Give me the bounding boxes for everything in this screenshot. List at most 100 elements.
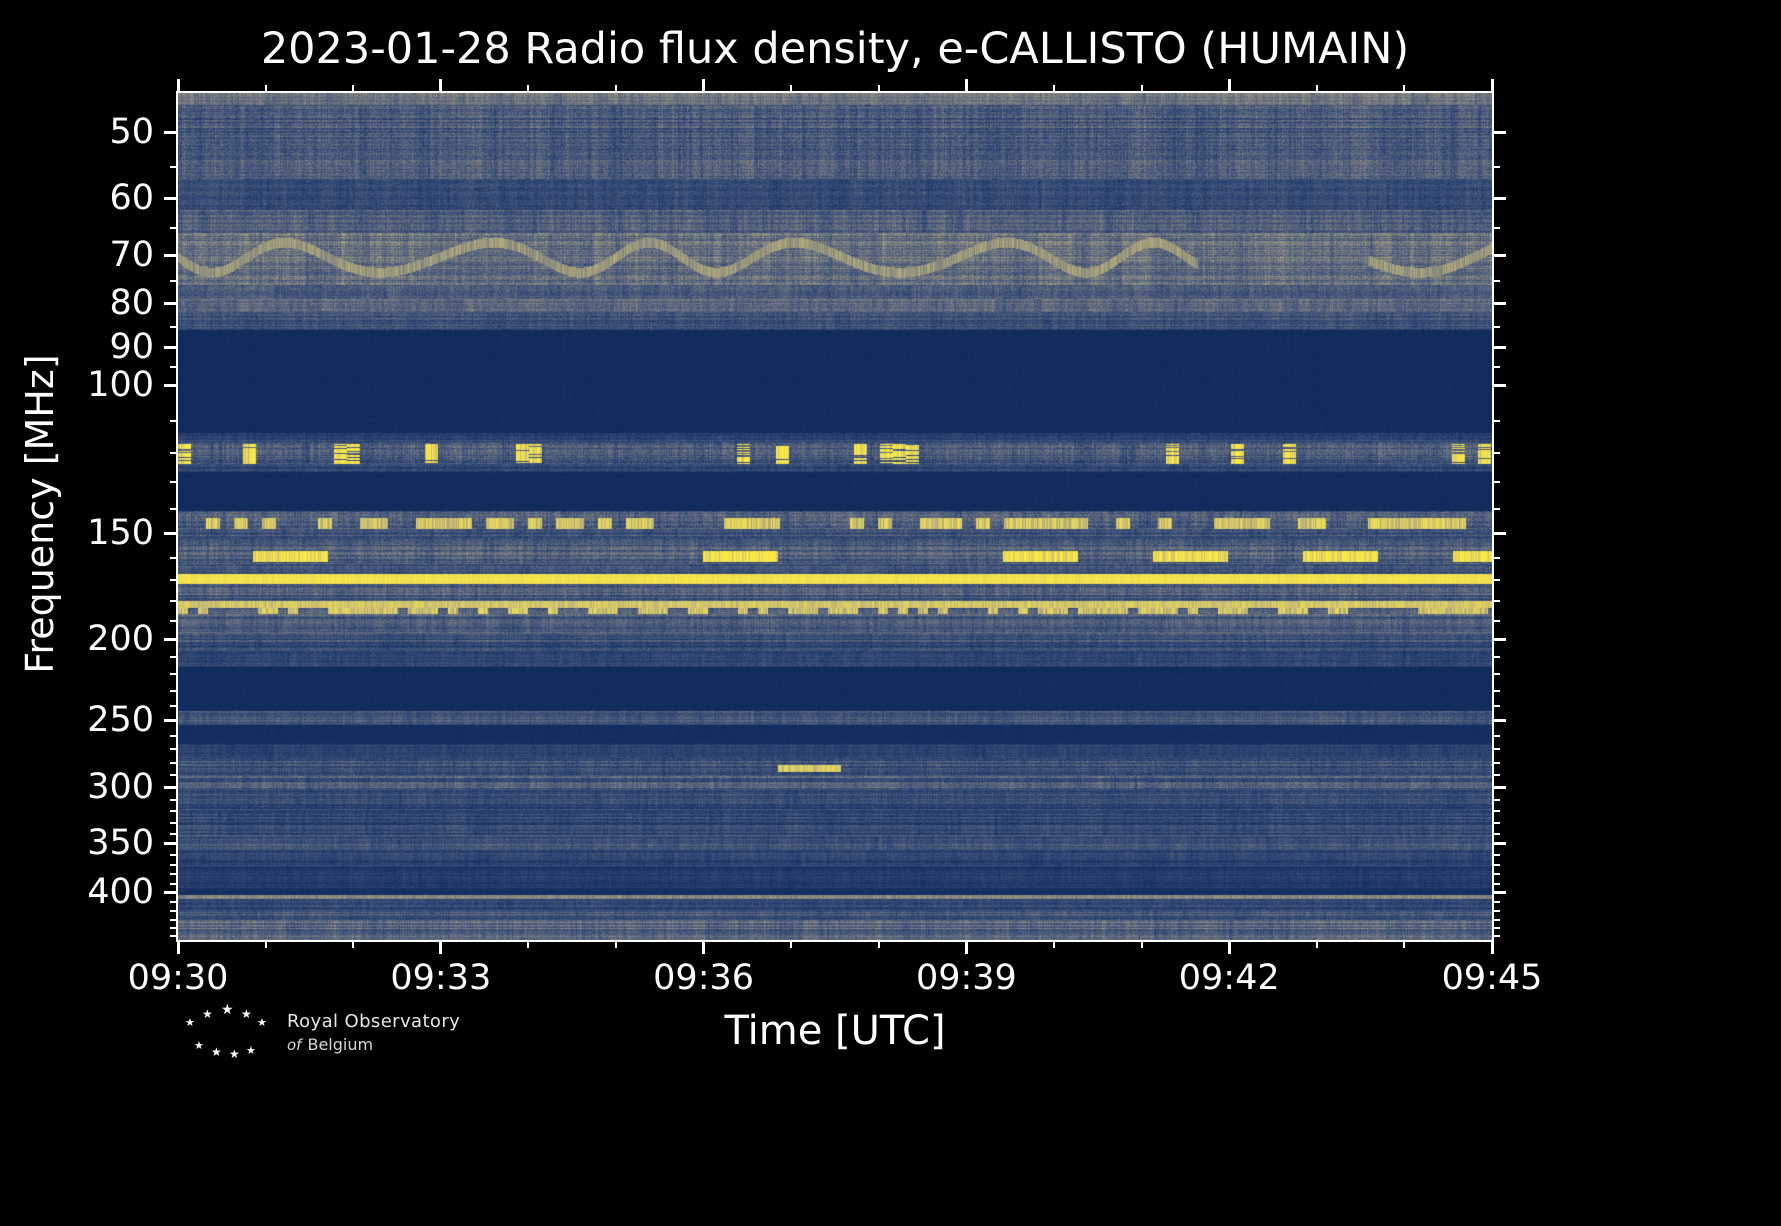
x-minor-tick-mark <box>615 942 617 948</box>
y-minor-tick-mark-right <box>1494 619 1500 622</box>
y-minor-tick-mark <box>170 508 176 511</box>
rob-logo-text: Royal Observatory of Belgium <box>287 1011 460 1054</box>
x-minor-tick-mark-top <box>877 85 880 91</box>
logo-line2-rest: Belgium <box>307 1035 374 1054</box>
x-tick-mark <box>964 942 968 954</box>
y-tick-mark-right <box>1494 532 1506 536</box>
y-tick-mark-right <box>1494 637 1506 641</box>
x-tick-mark-top <box>964 79 968 91</box>
x-tick-mark <box>1490 942 1494 954</box>
y-tick-mark <box>164 891 176 895</box>
y-minor-tick-mark <box>170 901 176 904</box>
star-icon: ★ <box>241 1007 252 1021</box>
y-minor-tick-mark <box>170 600 176 603</box>
y-minor-tick-mark-right <box>1494 600 1500 603</box>
x-tick-mark <box>176 942 180 954</box>
y-tick-mark <box>164 637 176 641</box>
y-tick-mark-right <box>1494 197 1506 201</box>
y-tick-mark <box>164 532 176 536</box>
y-minor-tick-mark-right <box>1494 419 1500 422</box>
y-minor-tick-mark <box>170 325 176 328</box>
y-minor-tick-mark <box>170 832 176 835</box>
y-tick-mark-right <box>1494 842 1506 846</box>
y-minor-tick-mark-right <box>1494 556 1500 559</box>
x-tick-mark <box>439 942 443 954</box>
y-minor-tick-mark-right <box>1494 935 1500 938</box>
y-minor-tick-mark-right <box>1494 926 1500 929</box>
y-minor-tick-mark-right <box>1494 325 1500 328</box>
x-tick-mark-top <box>702 79 706 91</box>
y-minor-tick-mark <box>170 689 176 692</box>
y-minor-tick-mark <box>170 451 176 454</box>
y-minor-tick-mark-right <box>1494 481 1500 483</box>
star-icon: ★ <box>202 1007 213 1021</box>
x-minor-tick-mark <box>1140 942 1143 948</box>
y-minor-tick-mark-right <box>1494 166 1500 169</box>
x-minor-tick-mark-top <box>1403 85 1406 91</box>
y-minor-tick-mark-right <box>1494 882 1500 885</box>
y-minor-tick-mark <box>170 734 176 737</box>
y-minor-tick-mark-right <box>1494 227 1500 230</box>
y-minor-tick-mark <box>170 656 176 659</box>
y-minor-tick-mark-right <box>1494 832 1500 835</box>
y-minor-tick-mark <box>170 481 176 483</box>
y-tick-mark <box>164 130 176 134</box>
y-minor-tick-mark-right <box>1494 508 1500 511</box>
x-tick-label: 09:30 <box>127 958 229 998</box>
x-minor-tick-mark-top <box>527 85 530 91</box>
y-minor-tick-mark <box>170 166 176 169</box>
y-minor-tick-mark-right <box>1494 689 1500 692</box>
y-tick-label: 250 <box>87 700 154 741</box>
y-minor-tick-mark-right <box>1494 579 1500 582</box>
star-icon: ★ <box>211 1045 222 1059</box>
y-tick-mark <box>164 253 176 257</box>
rob-logo: ★ ★ ★ ★ ★ ★ ★ ★ ★ Royal Observatory of Be… <box>183 1002 513 1066</box>
y-tick-mark-right <box>1494 345 1506 349</box>
y-minor-tick-mark-right <box>1494 909 1500 912</box>
x-minor-tick-mark-top <box>615 85 617 91</box>
y-tick-mark-right <box>1494 130 1506 134</box>
y-tick-mark <box>164 842 176 846</box>
x-minor-tick-mark-top <box>352 85 355 91</box>
y-minor-tick-mark-right <box>1494 451 1500 454</box>
y-minor-tick-mark-right <box>1494 761 1500 764</box>
star-icon: ★ <box>257 1016 267 1029</box>
y-minor-tick-mark-right <box>1494 774 1500 777</box>
y-minor-tick-mark <box>170 863 176 866</box>
y-minor-tick-mark <box>170 279 176 282</box>
star-icon: ★ <box>229 1047 240 1061</box>
y-minor-tick-mark <box>170 774 176 777</box>
y-tick-label: 150 <box>87 513 154 554</box>
y-tick-mark-right <box>1494 785 1506 789</box>
x-tick-label: 09:45 <box>1441 958 1543 998</box>
x-minor-tick-mark-top <box>1315 85 1318 91</box>
y-tick-mark-right <box>1494 302 1506 306</box>
x-tick-label: 09:33 <box>390 958 492 998</box>
y-minor-tick-mark-right <box>1494 705 1500 708</box>
y-minor-tick-mark <box>170 909 176 912</box>
star-icon: ★ <box>185 1016 195 1029</box>
y-tick-mark-right <box>1494 891 1506 895</box>
star-icon: ★ <box>194 1039 204 1052</box>
x-minor-tick-mark <box>877 942 880 948</box>
x-minor-tick-mark <box>1315 942 1318 948</box>
x-minor-tick-mark <box>527 942 530 948</box>
y-tick-mark <box>164 384 176 388</box>
y-minor-tick-mark-right <box>1494 656 1500 659</box>
y-tick-label: 100 <box>87 365 154 406</box>
y-minor-tick-mark <box>170 673 176 676</box>
x-axis-label: Time [UTC] <box>724 1008 946 1054</box>
y-minor-tick-mark <box>170 705 176 708</box>
y-tick-mark-right <box>1494 719 1506 723</box>
y-minor-tick-mark <box>170 882 176 885</box>
x-minor-tick-mark <box>264 942 267 948</box>
y-minor-tick-mark-right <box>1494 901 1500 904</box>
y-minor-tick-mark <box>170 853 176 856</box>
x-tick-label: 09:39 <box>915 958 1017 998</box>
y-tick-label: 350 <box>87 823 154 864</box>
y-minor-tick-mark <box>170 810 176 813</box>
y-tick-mark <box>164 785 176 789</box>
x-tick-mark-top <box>176 79 180 91</box>
star-icon: ★ <box>246 1044 256 1057</box>
x-minor-tick-mark-top <box>1140 85 1143 91</box>
